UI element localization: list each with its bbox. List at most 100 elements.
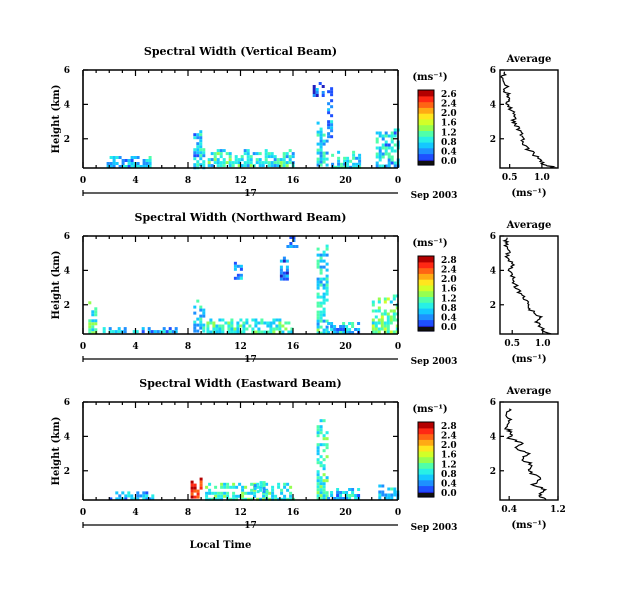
echo-cell [213,161,217,165]
avg-y-tick-label: 4 [490,100,496,110]
echo-cell [330,93,334,97]
echo-cell [148,156,152,159]
echo-cell [316,301,320,305]
echo-cell [242,327,246,331]
echo-cell [269,330,273,334]
echo-cell [387,493,391,497]
echo-cell [223,485,227,489]
echo-cell [289,494,293,498]
echo-cell [319,419,323,423]
echo-cell [199,139,203,143]
colorbar-segment [418,107,434,114]
echo-cell [228,158,232,162]
echo-cell [196,136,200,140]
echo-cell [371,324,375,328]
echo-cell [165,330,169,334]
echo-cell [259,488,263,492]
colorbar-unit: (ms⁻¹) [412,72,447,83]
echo-cell [319,151,323,155]
echo-cell [279,265,283,269]
echo-cell [282,256,286,260]
echo-cell [244,485,248,489]
echo-cell [342,497,346,500]
echo-cell [242,321,246,325]
echo-cell [358,159,362,163]
echo-cell [248,324,252,328]
echo-cell [225,152,229,156]
echo-cell [241,491,245,495]
echo-cell [289,245,293,248]
colorbar-segment [418,130,434,137]
echo-cell [377,318,381,322]
avg-y-tick-label: 4 [490,266,496,276]
echo-cell [193,311,197,315]
echo-cell [331,162,335,166]
echo-cell [193,320,197,324]
echo-cell [380,315,384,319]
echo-cell [136,497,140,501]
echo-cell [127,491,131,495]
x-tick-label: 4 [132,508,138,518]
echo-cell [316,470,320,474]
echo-cell [387,155,391,159]
echo-cell [280,488,284,492]
echo-cell [322,286,326,290]
echo-cell [383,300,387,304]
x-tick-label: 0 [395,176,401,186]
colorbar-tick-label: 0.4 [441,313,457,323]
colorbar-segment [418,296,434,303]
echo-cell [322,319,326,323]
echo-cell [285,161,289,165]
echo-cell [221,327,225,331]
echo-cell [380,312,384,316]
echo-cell [272,321,276,325]
echo-cell [262,487,266,491]
colorbar-tick-label: 0.4 [441,147,457,157]
echo-cell [219,155,223,159]
echo-cell [319,476,323,480]
avg-y-tick-label: 4 [490,432,496,442]
echo-cell [377,306,381,310]
echo-cell [199,314,203,318]
echo-cell [316,262,320,266]
echo-cell [316,473,320,477]
echo-cell [270,161,274,165]
x-tick-label: 12 [234,508,247,518]
echo-cell [130,156,134,159]
echo-cell [250,488,254,492]
echo-cell [202,160,206,164]
echo-cell [285,152,289,156]
echo-cell [255,161,259,165]
colorbar-segment [418,267,434,274]
echo-cell [325,431,329,435]
echo-cell [316,280,320,284]
echo-cell [226,482,230,486]
echo-cell [352,162,356,166]
echo-cell [264,149,268,153]
echo-cell [393,490,397,494]
echo-cell [222,164,226,168]
echo-cell [199,305,203,309]
echo-cell [222,161,226,165]
echo-cell [381,152,385,156]
echo-cell [246,149,250,153]
echo-cell [261,161,265,165]
echo-cell [196,329,200,333]
echo-cell [316,148,320,152]
echo-cell [199,154,203,158]
echo-cell [281,324,285,328]
echo-cell [216,164,220,168]
echo-cell [390,131,394,135]
echo-cell [371,303,375,307]
echo-cell [319,425,323,429]
echo-cell [383,327,387,331]
colorbar-tick-label: 2.0 [441,109,457,119]
echo-cell [282,161,286,165]
echo-cell [206,324,210,328]
echo-cell [316,322,320,326]
echo-cell [377,309,381,313]
echo-cell [354,497,358,500]
echo-cell [316,461,320,465]
echo-cell [280,491,284,495]
echo-cell [210,164,214,168]
